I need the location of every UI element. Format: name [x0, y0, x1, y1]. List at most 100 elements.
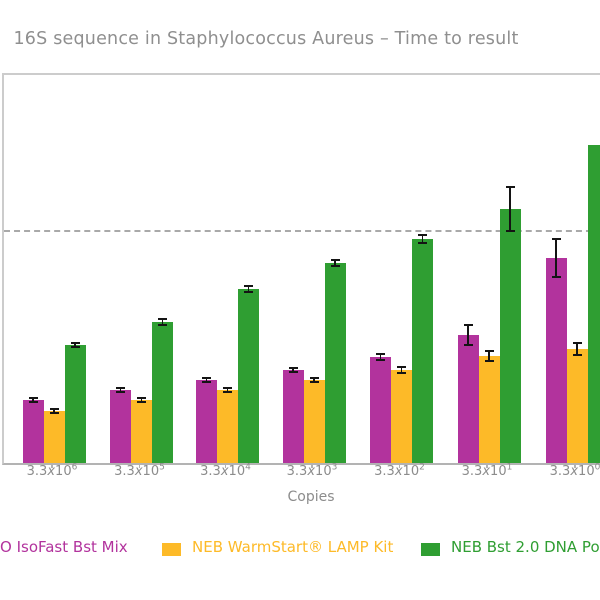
bar-warmstart-group4 — [303, 380, 325, 463]
error-bar-cap — [202, 381, 211, 383]
error-bar-cap — [330, 265, 340, 267]
error-bar — [467, 325, 469, 345]
legend-label-isofast: O IsoFast Bst Mix — [0, 538, 128, 556]
error-bar-cap — [137, 401, 146, 403]
error-bar — [226, 388, 229, 392]
error-bar-cap — [116, 387, 125, 389]
error-bar-cap — [116, 391, 125, 393]
error-bar — [53, 409, 55, 413]
error-bar-cap — [244, 291, 253, 293]
error-bar — [576, 343, 578, 355]
x-tick-label: 3.3x105 — [114, 462, 165, 479]
error-bar-cap — [572, 354, 582, 356]
error-bar-cap — [49, 412, 59, 414]
error-bar-cap — [463, 324, 473, 326]
error-bar — [379, 354, 382, 360]
plot-area — [2, 73, 600, 465]
legend-label-bst2: NEB Bst 2.0 DNA Po — [451, 538, 600, 556]
x-tick-label: 3.3x101 — [461, 462, 513, 479]
error-bar — [334, 260, 336, 266]
x-tick-mark — [486, 463, 488, 468]
error-bar — [509, 187, 511, 231]
x-tick-label: 3.3x103 — [286, 462, 338, 479]
error-bar-cap — [70, 346, 80, 348]
x-tick-mark — [311, 463, 313, 468]
error-bar — [119, 388, 122, 392]
bar-warmstart-group3 — [217, 390, 238, 463]
error-bar — [555, 239, 557, 277]
error-bar-cap — [70, 342, 80, 344]
error-bar — [400, 367, 403, 373]
error-bar — [74, 343, 76, 347]
error-bar — [140, 398, 143, 402]
x-tick-mark — [51, 463, 53, 468]
error-bar-cap — [137, 397, 146, 399]
legend-swatch-warmstart-icon — [162, 543, 181, 556]
error-bar-cap — [49, 408, 59, 410]
error-bar — [205, 378, 208, 382]
error-bar-cap — [418, 242, 427, 244]
error-bar — [313, 378, 315, 382]
legend-label-warmstart: NEB WarmStart® LAMP Kit — [192, 538, 394, 556]
error-bar — [247, 286, 250, 292]
bar-isofast-group4 — [282, 370, 304, 463]
error-bar-cap — [551, 238, 561, 240]
bar-isofast-group5 — [370, 357, 391, 463]
bar-bst2-group5 — [412, 239, 433, 463]
error-bar-cap — [244, 285, 253, 287]
bar-isofast-group6 — [457, 335, 479, 463]
error-bar-cap — [397, 372, 406, 374]
bar-warmstart-group6 — [478, 356, 500, 463]
bar-bst2-group3 — [238, 289, 259, 463]
chart-title: 16S sequence in Staphylococcus Aureus – … — [13, 29, 519, 49]
error-bar-cap — [288, 371, 298, 373]
x-tick-label: 3.3x102 — [374, 462, 425, 479]
bar-isofast-group7 — [545, 258, 567, 463]
x-tick-label: 3.3x106 — [26, 462, 78, 479]
x-tick-mark — [224, 463, 227, 468]
bar-warmstart-group1 — [43, 411, 65, 463]
bar-isofast-group2 — [110, 390, 131, 463]
legend-swatch-bst2-icon — [421, 543, 440, 556]
x-tick-mark — [138, 463, 141, 468]
error-bar-cap — [309, 381, 319, 383]
error-bar-cap — [484, 350, 494, 352]
error-bar-cap — [551, 276, 561, 278]
error-bar — [292, 368, 294, 372]
bar-bst2-group1 — [64, 345, 86, 463]
error-bar — [421, 235, 424, 243]
error-bar-cap — [397, 366, 406, 368]
bar-bst2-group7 — [587, 145, 600, 463]
error-bar-cap — [202, 377, 211, 379]
error-bar-cap — [572, 342, 582, 344]
bar-bst2-group2 — [152, 322, 173, 463]
error-bar — [32, 398, 34, 402]
x-tick-mark — [574, 463, 576, 468]
bar-isofast-group3 — [196, 380, 217, 463]
error-bar-cap — [158, 324, 167, 326]
error-bar — [161, 319, 164, 325]
error-bar-cap — [223, 391, 232, 393]
bar-isofast-group1 — [22, 400, 44, 463]
error-bar-cap — [158, 318, 167, 320]
bar-bst2-group6 — [499, 209, 521, 463]
error-bar-cap — [376, 353, 385, 355]
bar-bst2-group4 — [324, 263, 346, 463]
error-bar-cap — [505, 230, 515, 232]
error-bar-cap — [376, 359, 385, 361]
error-bar-cap — [505, 186, 515, 188]
error-bar-cap — [330, 259, 340, 261]
error-bar-cap — [484, 360, 494, 362]
x-tick-label: 3.3x104 — [200, 462, 251, 479]
error-bar-cap — [223, 387, 232, 389]
error-bar — [488, 351, 490, 361]
threshold-dashed-line — [4, 230, 600, 232]
bar-warmstart-group2 — [131, 400, 152, 463]
error-bar-cap — [288, 367, 298, 369]
error-bar-cap — [28, 401, 38, 403]
error-bar-cap — [28, 397, 38, 399]
bar-warmstart-group7 — [566, 349, 588, 463]
x-tick-mark — [398, 463, 401, 468]
error-bar-cap — [309, 377, 319, 379]
